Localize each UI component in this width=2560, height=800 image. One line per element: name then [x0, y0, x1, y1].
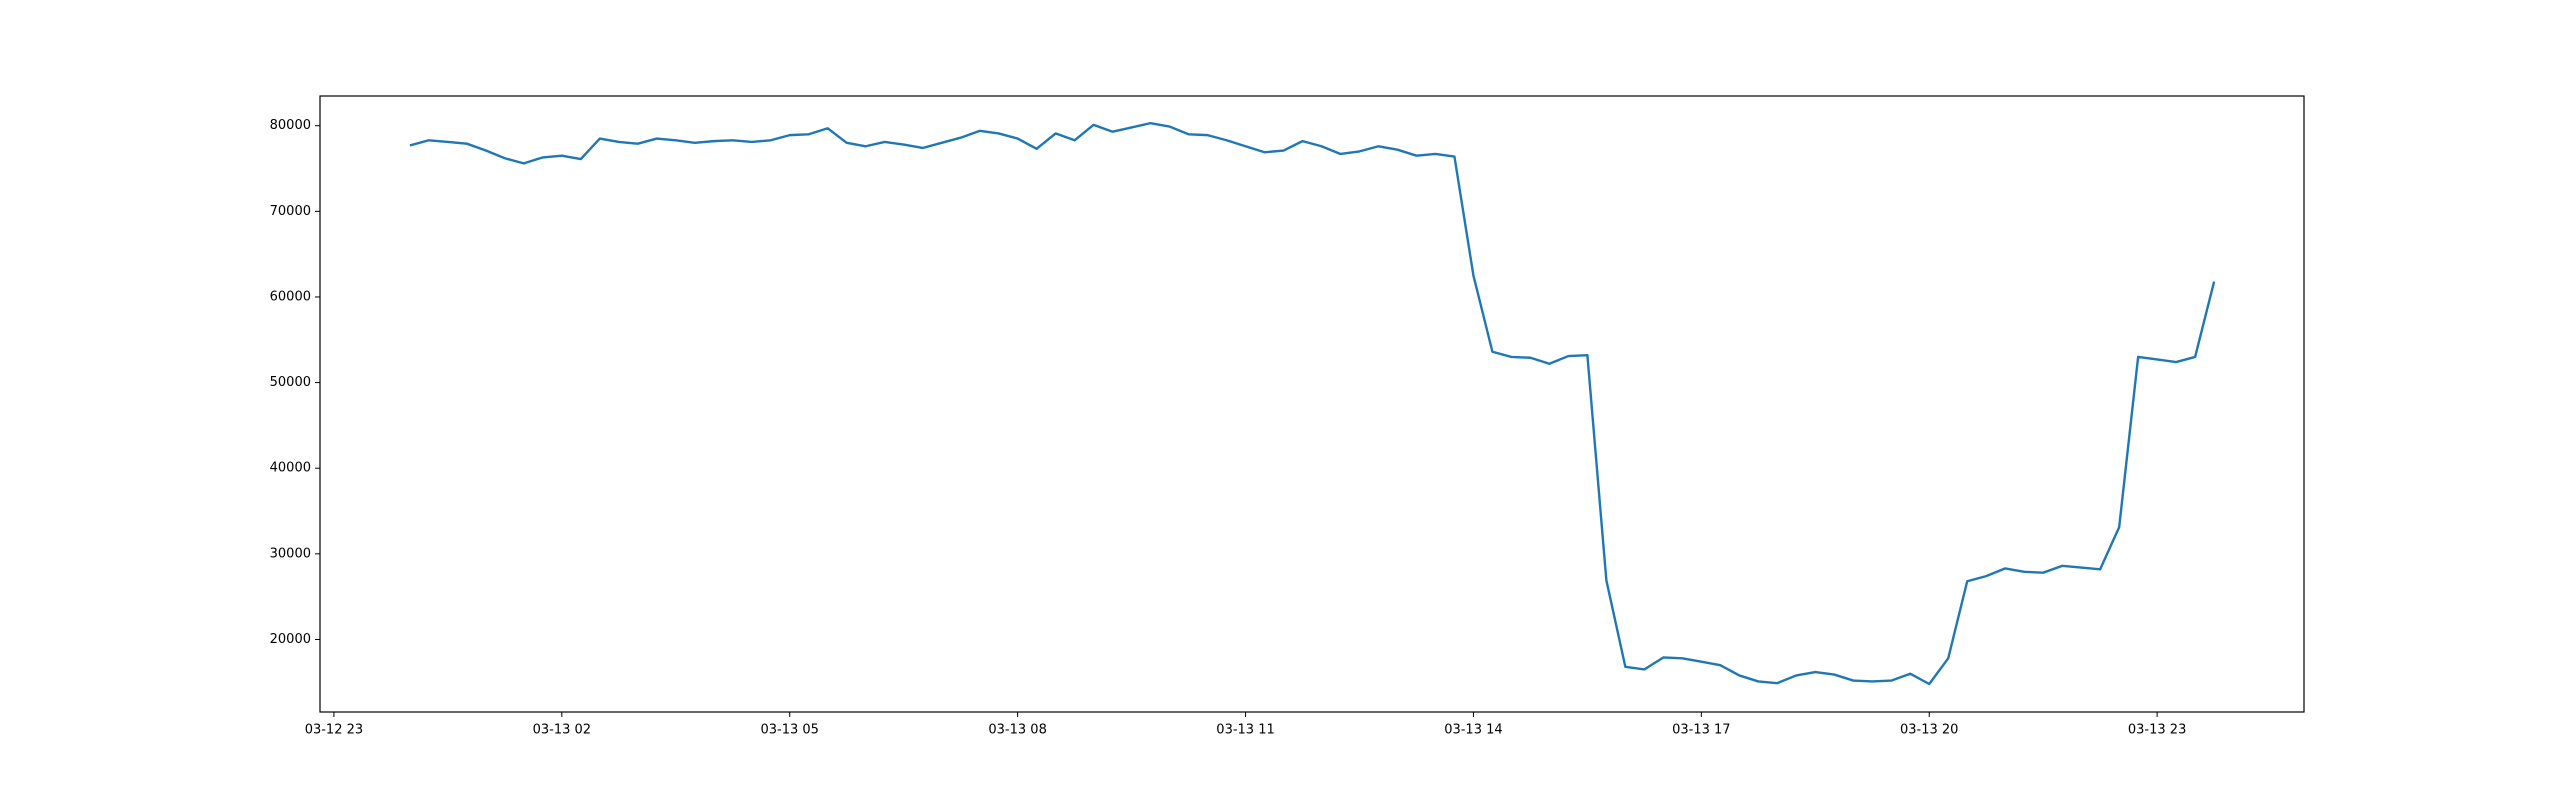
x-tick-label: 03-13 11: [1216, 723, 1274, 738]
y-tick-label: 50000: [270, 375, 311, 390]
x-tick-label: 03-13 23: [2128, 723, 2186, 738]
x-tick-label: 03-13 08: [988, 723, 1046, 738]
x-tick-label: 03-13 20: [1900, 723, 1958, 738]
x-tick-label: 03-13 05: [761, 723, 819, 738]
x-tick-label: 03-12 23: [305, 723, 363, 738]
x-tick-label: 03-13 02: [533, 723, 591, 738]
y-tick-label: 30000: [270, 546, 311, 561]
data-line: [409, 121, 2216, 686]
y-tick-label: 70000: [270, 204, 311, 219]
y-tick-label: 20000: [270, 632, 311, 647]
x-tick-label: 03-13 17: [1672, 723, 1730, 738]
plot-frame: [319, 95, 2305, 713]
y-tick-label: 60000: [270, 289, 311, 304]
y-tick-label: 80000: [270, 118, 311, 133]
y-tick-label: 40000: [270, 461, 311, 476]
x-tick-label: 03-13 14: [1444, 723, 1502, 738]
